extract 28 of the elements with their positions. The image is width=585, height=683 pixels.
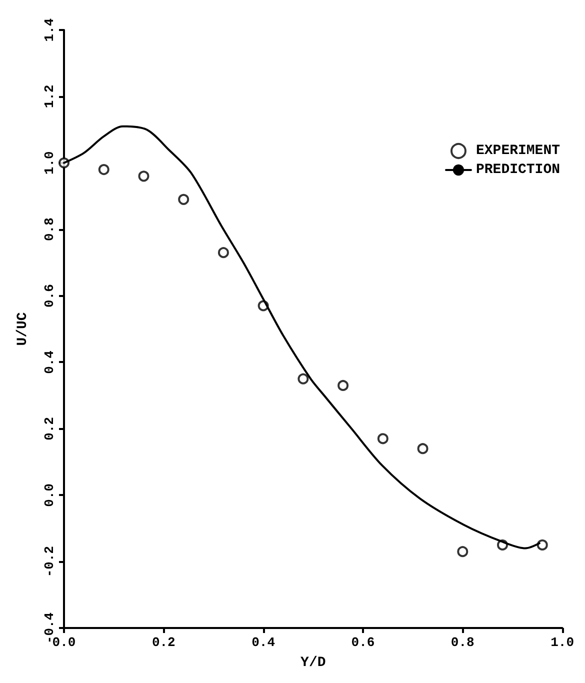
y-tick-label: 0.6 <box>42 284 57 308</box>
point <box>178 194 190 205</box>
y-tick-label: 1.4 <box>42 18 57 42</box>
y-axis-title: U/UC <box>15 312 31 346</box>
x-axis-title: Y/D <box>300 655 326 671</box>
x-tick-label: 1.0 <box>550 635 574 650</box>
point <box>218 247 229 258</box>
y-tick-label: 0.0 <box>42 483 57 507</box>
y-tick-label: 0.4 <box>42 350 57 374</box>
point <box>417 443 428 454</box>
legend-label: PREDICTION <box>476 162 560 178</box>
point <box>138 170 150 182</box>
x-tick-label: 0.2 <box>152 635 176 650</box>
y-tick-label: 0.2 <box>42 416 57 440</box>
y-tick-label: 1.0 <box>42 150 57 175</box>
point <box>298 373 309 384</box>
x-tick-label: 0.8 <box>450 635 475 650</box>
point <box>98 164 110 176</box>
y-tick-label: -0.2 <box>42 546 57 578</box>
point <box>377 433 388 444</box>
y-tick-label: 0.8 <box>42 217 57 242</box>
legend-label: EXPERIMENT <box>476 143 560 159</box>
y-tick-label: 1.2 <box>42 84 57 108</box>
x-tick-label: 0.6 <box>351 635 375 650</box>
x-tick-label: 0.4 <box>252 635 276 650</box>
point <box>338 380 349 391</box>
point <box>457 546 468 558</box>
point <box>536 539 548 550</box>
